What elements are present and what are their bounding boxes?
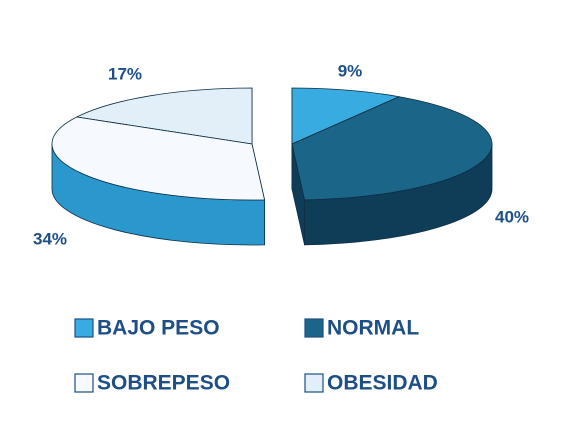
slice-top [51, 116, 265, 201]
value-label: 40% [495, 207, 529, 226]
value-label: 17% [108, 64, 142, 83]
legend-swatch [304, 373, 324, 393]
pie-slice [291, 96, 493, 246]
slice-top [291, 87, 400, 145]
legend-swatch [74, 318, 94, 338]
slice-top [291, 96, 493, 201]
value-label: 34% [33, 229, 67, 248]
legend-swatch [304, 318, 324, 338]
pie-slice [51, 116, 265, 246]
legend-label: NORMAL [327, 317, 419, 340]
legend-label: SOBREPESO [97, 372, 230, 395]
legend-label: BAJO PESO [97, 317, 220, 340]
value-label: 9% [338, 61, 363, 80]
slice-top [76, 87, 253, 145]
legend-swatch [74, 373, 94, 393]
legend-label: OBESIDAD [327, 372, 438, 395]
